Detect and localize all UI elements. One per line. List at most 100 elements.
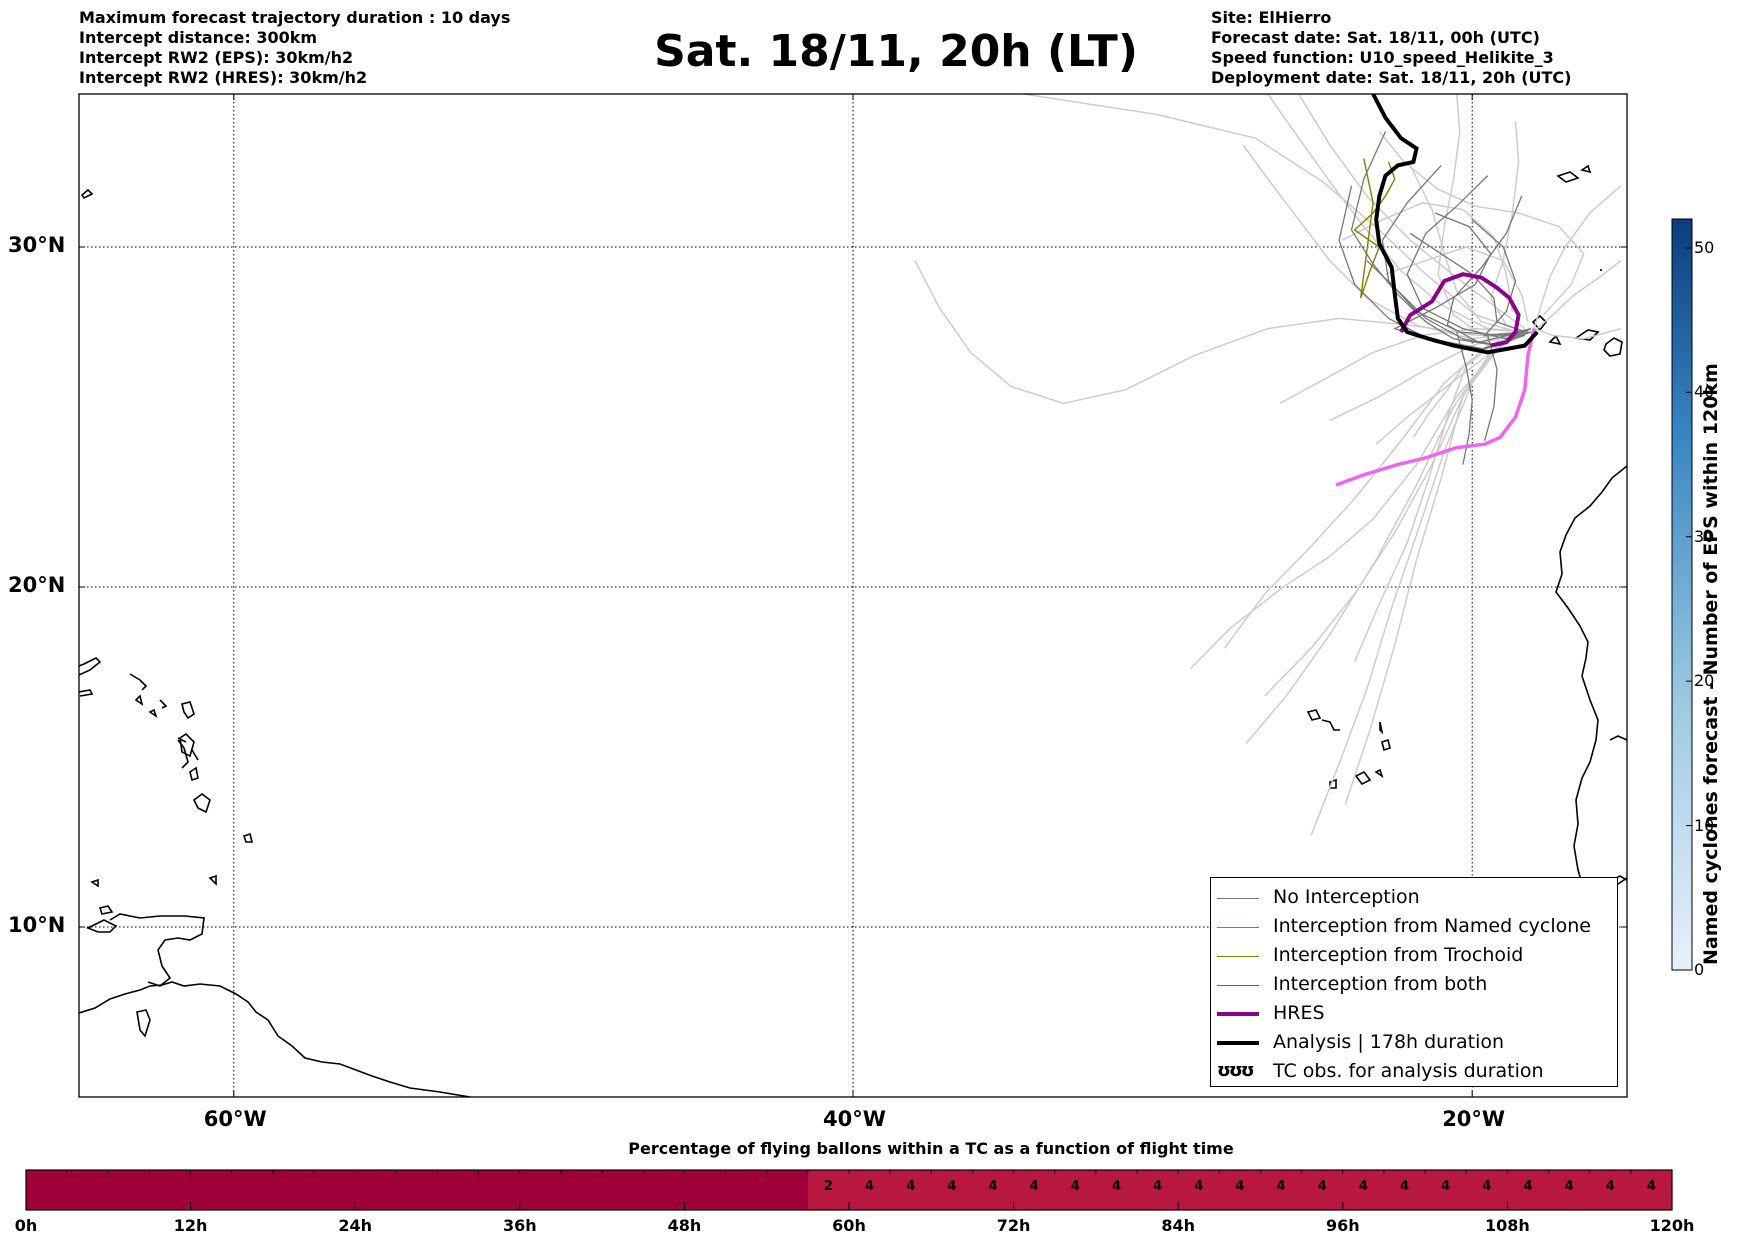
legend-line (1217, 1041, 1259, 1045)
ensemble-trajectory (1378, 130, 1585, 316)
timeline-title: Percentage of flying ballons within a TC… (628, 1139, 1234, 1158)
timeline-cell (108, 1170, 150, 1210)
ensemble-trajectory (1245, 351, 1492, 744)
timeline-cell-value: 4 (1276, 1179, 1286, 1194)
header-left-line: Intercept RW2 (EPS): 30km/h2 (79, 48, 354, 67)
timeline-cell (766, 1170, 809, 1210)
ensemble-trajectory (1344, 345, 1498, 805)
coast-antilles-8 (208, 874, 217, 886)
ensemble-trajectory (1279, 327, 1528, 405)
timeline-cell-value: 4 (1646, 1179, 1656, 1194)
coast-venezuela-inlet (86, 919, 118, 933)
timeline-cell (890, 1170, 932, 1210)
timeline-cell-value: 4 (1070, 1179, 1080, 1194)
no-interception-trajectory (1471, 219, 1525, 337)
timeline-cell (1342, 1170, 1385, 1210)
timeline-cell (931, 1170, 973, 1210)
timeline-tick-label: 48h (667, 1216, 702, 1235)
timeline-cell (807, 1170, 850, 1210)
timeline-cell-value: 4 (1441, 1179, 1451, 1194)
timeline-cell (396, 1170, 438, 1210)
coast-island (136, 1009, 151, 1038)
coast-antilles-9 (242, 832, 254, 843)
timeline-cell-value: 4 (1358, 1179, 1368, 1194)
timeline-cell (560, 1170, 603, 1210)
timeline-cell (1260, 1170, 1303, 1210)
coast-antilles-11 (148, 708, 158, 718)
legend-hres: HRES (1211, 1000, 1617, 1028)
coast-antilles-7 (90, 878, 99, 888)
timeline-tick-label: 96h (1325, 1216, 1360, 1235)
legend-line (1217, 1012, 1259, 1016)
colorbar-tick-label: 0 (1694, 960, 1705, 979)
coast-canary-2 (1573, 329, 1600, 341)
timeline-cell (231, 1170, 274, 1210)
timeline-tick-label: 84h (1161, 1216, 1196, 1235)
timeline-cell (314, 1170, 356, 1210)
colorbar-title: Named cyclones forecast - Number of EPS … (1700, 363, 1722, 965)
lat-tick-label: 30°N (8, 233, 66, 257)
legend-label: Analysis | 178h duration (1273, 1031, 1505, 1053)
coast-canary-4 (1548, 334, 1562, 346)
coast-cv-7 (1374, 768, 1384, 778)
timeline-cell (1137, 1170, 1179, 1210)
legend-no-interception: No Interception (1211, 884, 1617, 912)
ensemble-trajectory (1437, 94, 1489, 340)
coast-antilles-17 (191, 749, 199, 761)
coast-cv-3 (1379, 721, 1384, 735)
axis-ticks (79, 94, 1627, 1097)
timeline-tick-label: 24h (338, 1216, 373, 1235)
timeline-cell (849, 1170, 891, 1210)
lon-tick-label: 60°W (203, 1107, 267, 1131)
timeline-cell (1095, 1170, 1138, 1210)
header-right-line: Speed function: U10_speed_Helikite_3 (1211, 48, 1554, 67)
ensemble-trajectory (1375, 345, 1501, 445)
timeline-tick-label: 36h (502, 1216, 537, 1235)
timeline-cell (355, 1170, 397, 1210)
lat-tick-label: 20°N (8, 573, 66, 597)
legend-label: Interception from both (1273, 973, 1488, 995)
colorbar-tick-label: 20 (1694, 671, 1715, 691)
trochoid-trajectory (1353, 158, 1396, 299)
timeline-cell (1548, 1170, 1591, 1210)
no-interception-trajectory (1393, 212, 1532, 350)
colorbar (1671, 218, 1693, 971)
timeline-cell (1466, 1170, 1508, 1210)
coast-antilles-3 (179, 732, 195, 758)
timeline-cell (1219, 1170, 1261, 1210)
timeline-cell-value: 4 (1029, 1179, 1039, 1194)
coast-antilles-16 (159, 699, 168, 709)
ensemble-trajectory (1310, 341, 1504, 836)
timeline-cell-value: 4 (865, 1179, 875, 1194)
timeline-tick-label: 108h (1484, 1216, 1530, 1235)
legend-trochoid: Interception from Trochoid (1211, 942, 1617, 970)
legend-named-cyclone: Interception from Named cyclone (1211, 913, 1617, 941)
legend-line (1217, 956, 1259, 957)
ensemble-trajectory (1385, 246, 1529, 322)
lat-tick-label: 10°N (8, 913, 66, 937)
timeline-cell-value: 4 (1153, 1179, 1163, 1194)
hres-trajectory (1399, 272, 1521, 348)
ensemble-trajectory (1489, 121, 1520, 326)
coast-cv-2 (1321, 719, 1340, 731)
coast-antilles-4 (181, 701, 195, 720)
legend-label: Interception from Trochoid (1273, 944, 1524, 966)
ensemble-trajectory (1533, 327, 1621, 340)
timeline-cell (437, 1170, 480, 1210)
coast-cv-4 (1381, 738, 1391, 752)
timeline-cell-value: 4 (1317, 1179, 1327, 1194)
coast-madeira (1556, 171, 1580, 183)
timeline-tick-label: 12h (173, 1216, 208, 1235)
header-right-line: Deployment date: Sat. 18/11, 20h (UTC) (1211, 68, 1572, 87)
timeline-tick-label: 120h (1649, 1216, 1695, 1235)
no-interception-trajectory (1350, 131, 1532, 347)
map-grid (79, 94, 1627, 1097)
coast-cv-5 (1354, 770, 1372, 786)
ensemble-trajectory (1536, 260, 1622, 330)
legend-both: Interception from both (1211, 971, 1617, 999)
timeline-tick-label: 72h (996, 1216, 1031, 1235)
lon-tick-label: 40°W (823, 1107, 886, 1131)
timeline-cell (272, 1170, 315, 1210)
timeline-cell-value: 4 (947, 1179, 957, 1194)
timeline-cell-value: 4 (1399, 1179, 1410, 1194)
